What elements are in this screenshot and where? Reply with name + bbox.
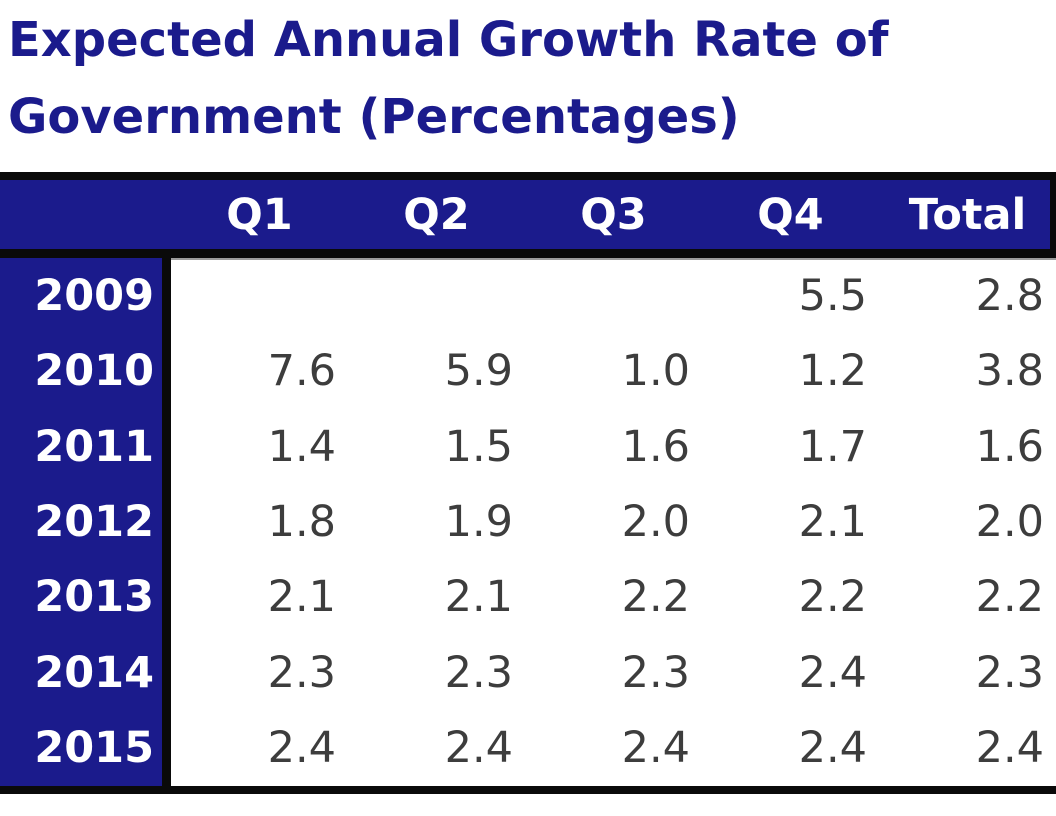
value-cell-2010-q3: 1.0: [525, 333, 702, 409]
value-cell-2009-q3: [525, 258, 702, 334]
column-header-q4: Q4: [757, 189, 824, 240]
table-header-right-border: [1050, 172, 1056, 258]
year-cell-2010: 2010: [0, 333, 162, 409]
value-cell-2015-q3: 2.4: [525, 710, 702, 786]
value-cell-2013-q2: 2.1: [348, 559, 525, 636]
value-cell-2012-q1: 1.8: [171, 484, 348, 560]
page-title-line-2: Government (Percentages): [8, 89, 740, 145]
value-cell-2010-total: 3.8: [879, 333, 1056, 409]
year-column-divider: [162, 258, 171, 786]
value-cell-2010-q4: 1.2: [702, 333, 879, 409]
column-header-q3: Q3: [580, 189, 647, 240]
table-header-corner-spacer: [0, 180, 171, 249]
year-cell-2011: 2011: [0, 408, 162, 485]
value-cell-2015-q1: 2.4: [171, 710, 348, 786]
value-cell-2015-total: 2.4: [879, 710, 1056, 786]
value-cell-2011-q4: 1.7: [702, 408, 879, 485]
year-cell-2014: 2014: [0, 635, 162, 711]
value-cell-2012-q3: 2.0: [525, 484, 702, 560]
table-body-top-rule: [171, 258, 1056, 260]
table-body: 2009 5.5 2.8 2010 7.6 5.9 1.0 1.2 3.8 2011 1.4 1.5 1…: [0, 258, 1056, 794]
year-cell-2013: 2013: [0, 559, 162, 636]
page-title: Expected Annual Growth Rate of Governmen…: [8, 2, 889, 156]
value-cell-2009-q2: [348, 258, 525, 334]
value-cell-2015-q2: 2.4: [348, 710, 525, 786]
column-header-q1: Q1: [226, 189, 293, 240]
value-cell-2011-q2: 1.5: [348, 408, 525, 485]
value-cell-2011-q3: 1.6: [525, 408, 702, 485]
value-cell-2013-q4: 2.2: [702, 559, 879, 636]
year-cell-2012: 2012: [0, 484, 162, 560]
value-cell-2012-q4: 2.1: [702, 484, 879, 560]
value-cell-2011-q1: 1.4: [171, 408, 348, 485]
value-cell-2014-q1: 2.3: [171, 635, 348, 711]
value-cell-2012-total: 2.0: [879, 484, 1056, 560]
value-cell-2009-total: 2.8: [879, 258, 1056, 334]
page-title-line-1: Expected Annual Growth Rate of: [8, 12, 889, 68]
year-cell-2015: 2015: [0, 710, 162, 786]
value-cell-2010-q1: 7.6: [171, 333, 348, 409]
value-cell-2012-q2: 1.9: [348, 484, 525, 560]
value-cell-2009-q1: [171, 258, 348, 334]
value-cell-2014-q2: 2.3: [348, 635, 525, 711]
column-header-total: Total: [908, 189, 1027, 240]
value-cell-2011-total: 1.6: [879, 408, 1056, 485]
value-cell-2014-q4: 2.4: [702, 635, 879, 711]
value-cell-2010-q2: 5.9: [348, 333, 525, 409]
value-cell-2009-q4: 5.5: [702, 258, 879, 334]
value-cell-2013-total: 2.2: [879, 559, 1056, 636]
table-header-row: Q1 Q2 Q3 Q4 Total: [0, 172, 1056, 258]
year-cell-2009: 2009: [0, 258, 162, 334]
value-cell-2013-q3: 2.2: [525, 559, 702, 636]
value-cell-2015-q4: 2.4: [702, 710, 879, 786]
value-cell-2014-q3: 2.3: [525, 635, 702, 711]
column-header-q2: Q2: [403, 189, 470, 240]
value-cell-2014-total: 2.3: [879, 635, 1056, 711]
value-cell-2013-q1: 2.1: [171, 559, 348, 636]
